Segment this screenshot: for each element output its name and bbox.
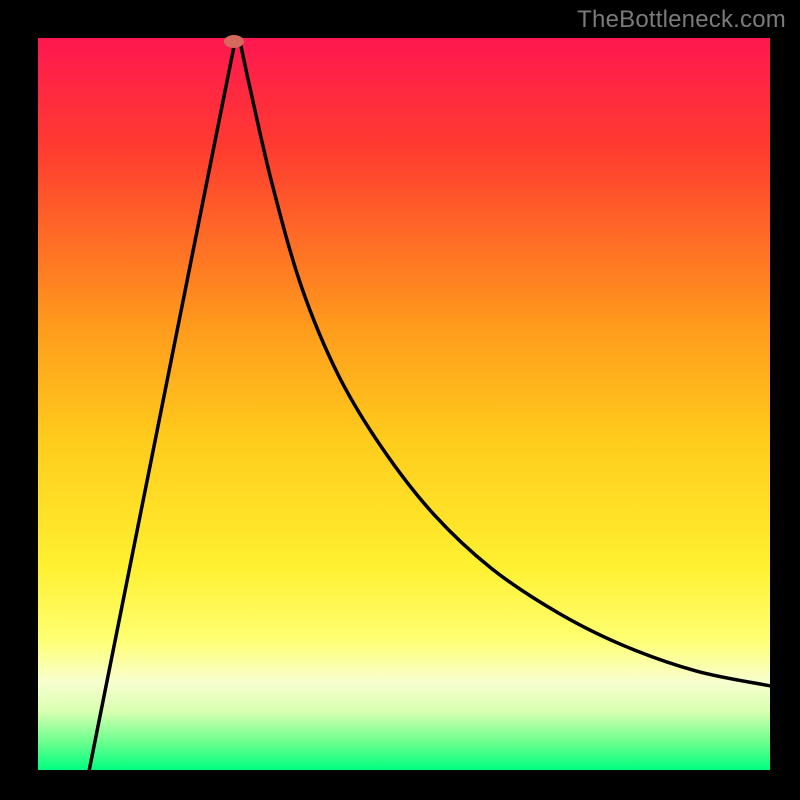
minimum-marker	[224, 35, 244, 48]
watermark-text: TheBottleneck.com	[577, 6, 786, 34]
plot-frame	[30, 30, 770, 770]
plot-svg	[38, 38, 770, 770]
